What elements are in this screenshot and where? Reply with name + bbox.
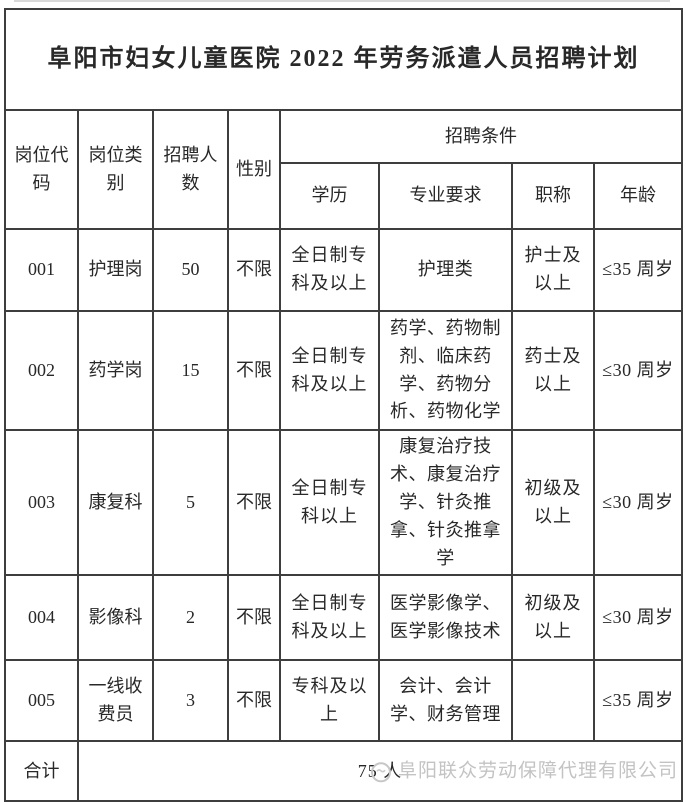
header-job-title: 职称 — [511, 162, 595, 230]
post-code-cell: 001 — [4, 228, 79, 312]
major-cell: 康复治疗技术、康复治疗学、针灸推拿、针灸推拿学 — [378, 428, 513, 577]
major-cell: 医学影像学、医学影像技术 — [378, 574, 513, 662]
job-title-cell: 初级及以上 — [511, 428, 595, 577]
job-title-cell: 初级及以上 — [511, 574, 595, 662]
total-cell: 75 人 阜阳联众劳动保障代理有限公司 — [77, 740, 683, 802]
header-education: 学历 — [279, 162, 380, 230]
gender-cell: 不限 — [227, 428, 281, 577]
age-cell: ≤35 周岁 — [593, 659, 683, 743]
header-post-code: 岗位代码 — [4, 109, 79, 230]
age-cell: ≤35 周岁 — [593, 228, 683, 312]
education-cell: 全日制专科以上 — [279, 428, 380, 577]
job-title-cell: 药士及以上 — [511, 310, 595, 431]
total-label: 合计 — [4, 740, 79, 802]
gender-cell: 不限 — [227, 228, 281, 312]
scan-artifact-line — [14, 0, 670, 2]
post-type-cell: 护理岗 — [77, 228, 154, 312]
header-post-type: 岗位类别 — [77, 109, 154, 230]
table-row-004: 004 影像科 2 不限 全日制专科及以上 医学影像学、医学影像技术 初级及以上… — [4, 574, 683, 662]
recruitment-plan-table: 阜阳市妇女儿童医院 2022 年劳务派遣人员招聘计划 岗位代码 岗位类别 招聘人… — [4, 8, 683, 802]
major-cell: 药学、药物制剂、临床药学、药物分析、药物化学 — [378, 310, 513, 431]
headcount-cell: 2 — [152, 574, 229, 662]
header-major: 专业要求 — [378, 162, 513, 230]
header-row-1: 岗位代码 岗位类别 招聘人数 性别 招聘条件 — [4, 109, 683, 230]
gender-cell: 不限 — [227, 574, 281, 662]
major-cell: 会计、会计学、财务管理 — [378, 659, 513, 743]
company-watermark: 阜阳联众劳动保障代理有限公司 — [369, 757, 678, 786]
header-gender: 性别 — [227, 109, 281, 230]
page-title: 阜阳市妇女儿童医院 2022 年劳务派遣人员招聘计划 — [4, 8, 683, 111]
post-type-cell: 康复科 — [77, 428, 154, 577]
table-row-001: 001 护理岗 50 不限 全日制专科及以上 护理类 护士及以上 ≤35 周岁 — [4, 228, 683, 312]
headcount-cell: 5 — [152, 428, 229, 577]
header-conditions: 招聘条件 — [279, 109, 683, 164]
table-row-002: 002 药学岗 15 不限 全日制专科及以上 药学、药物制剂、临床药学、药物分析… — [4, 310, 683, 431]
major-cell: 护理类 — [378, 228, 513, 312]
post-type-cell: 一线收费员 — [77, 659, 154, 743]
post-code-cell: 003 — [4, 428, 79, 577]
education-cell: 全日制专科及以上 — [279, 310, 380, 431]
table-row-003: 003 康复科 5 不限 全日制专科以上 康复治疗技术、康复治疗学、针灸推拿、针… — [4, 428, 683, 577]
title-row: 阜阳市妇女儿童医院 2022 年劳务派遣人员招聘计划 — [4, 8, 683, 111]
headcount-cell: 3 — [152, 659, 229, 743]
gender-cell: 不限 — [227, 659, 281, 743]
post-code-cell: 005 — [4, 659, 79, 743]
header-row-2: 学历 专业要求 职称 年龄 — [5, 162, 683, 230]
table-row-005: 005 一线收费员 3 不限 专科及以上 会计、会计学、财务管理 ≤35 周岁 — [4, 659, 683, 743]
job-title-cell — [511, 659, 595, 743]
headcount-cell: 15 — [152, 310, 229, 431]
headcount-cell: 50 — [152, 228, 229, 312]
job-title-cell: 护士及以上 — [511, 228, 595, 312]
total-row: 合计 75 人 阜阳联众劳动保障代理有限公司 — [4, 740, 683, 802]
post-code-cell: 002 — [4, 310, 79, 431]
age-cell: ≤30 周岁 — [593, 574, 683, 662]
post-code-cell: 004 — [4, 574, 79, 662]
age-cell: ≤30 周岁 — [593, 310, 683, 431]
total-headcount: 75 人 — [357, 760, 403, 781]
post-type-cell: 影像科 — [77, 574, 154, 662]
education-cell: 全日制专科及以上 — [279, 228, 380, 312]
age-cell: ≤30 周岁 — [593, 428, 683, 577]
header-age: 年龄 — [593, 162, 683, 230]
post-type-cell: 药学岗 — [77, 310, 154, 431]
watermark-text: 阜阳联众劳动保障代理有限公司 — [397, 760, 678, 782]
header-headcount: 招聘人数 — [152, 109, 229, 230]
education-cell: 专科及以上 — [279, 659, 380, 743]
gender-cell: 不限 — [227, 310, 281, 431]
education-cell: 全日制专科及以上 — [279, 574, 380, 662]
